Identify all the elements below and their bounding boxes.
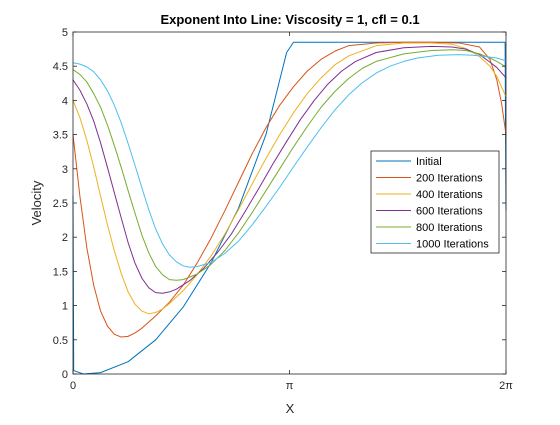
- x-tick-label: π: [286, 380, 294, 392]
- y-tick-label: 4.5: [53, 61, 68, 73]
- legend-label-2: 400 Iterations: [416, 189, 483, 201]
- y-tick-label: 1: [62, 301, 68, 313]
- y-tick-label: 4: [62, 95, 68, 107]
- legend: Initial 200 Iterations 400 Iterations 600 I…: [371, 151, 499, 253]
- legend-label-1: 200 Iterations: [416, 173, 483, 185]
- y-axis-label: Velocity: [29, 180, 44, 225]
- y-tick-label: 1.5: [53, 266, 68, 278]
- legend-label-4: 800 Iterations: [416, 222, 483, 234]
- y-tick-label: 2: [62, 232, 68, 244]
- y-tick-label: 5: [62, 27, 68, 39]
- y-tick-label: 0: [62, 369, 68, 381]
- y-tick-label: 0.5: [53, 335, 68, 347]
- x-tick-label: 2π: [499, 380, 513, 392]
- x-axis-label: X: [286, 401, 295, 416]
- legend-label-0: Initial: [416, 156, 442, 168]
- y-tick-label: 3.5: [53, 130, 68, 142]
- legend-label-3: 600 Iterations: [416, 206, 483, 218]
- x-tick-label: 0: [70, 380, 76, 392]
- chart-title: Exponent Into Line: Viscosity = 1, cfl =…: [160, 12, 419, 27]
- legend-label-5: 1000 Iterations: [416, 239, 489, 251]
- y-tick-label: 3: [62, 164, 68, 176]
- y-tick-label: 2.5: [53, 198, 68, 210]
